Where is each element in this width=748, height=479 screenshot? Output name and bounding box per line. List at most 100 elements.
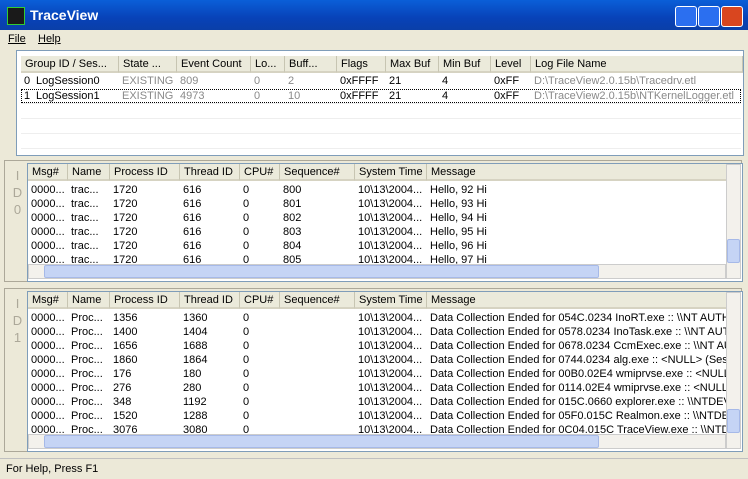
column-header[interactable]: Sequence# xyxy=(280,292,355,309)
cell: Hello, 95 Hi xyxy=(430,226,487,238)
column-header[interactable]: Process ID xyxy=(110,292,180,309)
cell: 1860 xyxy=(113,354,138,366)
row[interactable] xyxy=(21,89,741,103)
cell: 802 xyxy=(283,212,302,224)
cell: 348 xyxy=(113,396,132,408)
cell: 800 xyxy=(283,184,302,196)
status-bar: For Help, Press F1 xyxy=(0,458,748,479)
cell: 10\13\2004... xyxy=(358,354,423,366)
column-header[interactable]: Message xyxy=(427,292,728,309)
cell: 0000... xyxy=(31,382,65,394)
cell: 21 xyxy=(389,90,402,102)
cell: Data Collection Ended for 0114.02E4 wmip… xyxy=(430,382,731,394)
minimize-button[interactable] xyxy=(675,6,697,27)
cell: Proc... xyxy=(71,382,103,394)
close-button[interactable] xyxy=(721,6,743,27)
cell: LogSession0 xyxy=(36,75,100,87)
cell: 280 xyxy=(183,382,202,394)
maximize-button[interactable] xyxy=(698,6,720,27)
cell: 0 xyxy=(254,75,261,87)
column-header[interactable]: Name xyxy=(68,164,110,181)
column-header[interactable]: Group ID / Ses... xyxy=(21,56,119,73)
column-header[interactable]: Sequence# xyxy=(280,164,355,181)
column-header[interactable]: System Time xyxy=(355,164,427,181)
cell: EXISTING xyxy=(122,90,174,102)
cell: 10\13\2004... xyxy=(358,424,423,436)
cell: 10\13\2004... xyxy=(358,240,423,252)
cell: trac... xyxy=(71,198,99,210)
cell: 0000... xyxy=(31,326,65,338)
cell: 10\13\2004... xyxy=(358,382,423,394)
cell: 0 xyxy=(243,424,250,436)
column-header[interactable]: Log File Name xyxy=(531,56,743,73)
column-header[interactable]: Msg# xyxy=(28,164,68,181)
v-scroll-thumb[interactable] xyxy=(727,409,740,433)
cell: 1656 xyxy=(113,340,138,352)
cell: 1404 xyxy=(183,326,208,338)
cell: Proc... xyxy=(71,340,103,352)
cell: trac... xyxy=(71,226,99,238)
cell: Proc... xyxy=(71,410,103,422)
column-header[interactable]: CPU# xyxy=(240,292,280,309)
cell: 1356 xyxy=(113,312,138,324)
panel-id-label: ID1 xyxy=(10,296,25,347)
column-header[interactable]: Buff... xyxy=(285,56,337,73)
column-header[interactable]: Thread ID xyxy=(180,164,240,181)
cell: Hello, 93 Hi xyxy=(430,198,487,210)
cell: 10\13\2004... xyxy=(358,184,423,196)
column-header[interactable]: Name xyxy=(68,292,110,309)
column-header[interactable]: Msg# xyxy=(28,292,68,309)
menu-item[interactable]: Help xyxy=(38,33,61,45)
cell: 0000... xyxy=(31,424,65,436)
cell: 803 xyxy=(283,226,302,238)
app-icon xyxy=(7,7,25,25)
cell: Proc... xyxy=(71,368,103,380)
column-header[interactable]: Level xyxy=(491,56,531,73)
panel-id-label: ID0 xyxy=(10,168,25,219)
title-bar xyxy=(0,0,748,30)
column-header[interactable]: Thread ID xyxy=(180,292,240,309)
column-header[interactable]: Message xyxy=(427,164,728,181)
cell: 4 xyxy=(442,90,449,102)
cell: D:\TraceView2.0.15b\NTKernelLogger.etl xyxy=(534,90,734,102)
cell: 10 xyxy=(288,90,301,102)
column-header[interactable]: Event Count xyxy=(177,56,251,73)
h-scroll-thumb[interactable] xyxy=(44,435,599,448)
column-header[interactable]: Process ID xyxy=(110,164,180,181)
cell: 1720 xyxy=(113,212,138,224)
column-header[interactable]: Lo... xyxy=(251,56,285,73)
cell: 616 xyxy=(183,184,202,196)
column-header[interactable]: Max Buf xyxy=(386,56,439,73)
menu-item[interactable]: File xyxy=(8,33,26,45)
cell: 10\13\2004... xyxy=(358,212,423,224)
cell: 10\13\2004... xyxy=(358,312,423,324)
cell: 10\13\2004... xyxy=(358,368,423,380)
cell: 1720 xyxy=(113,184,138,196)
column-header[interactable]: System Time xyxy=(355,292,427,309)
sessions-list: Group ID / Ses... State ... Event Count Lo.… xyxy=(16,50,744,156)
column-header[interactable]: Flags xyxy=(337,56,386,73)
column-header[interactable]: Min Buf xyxy=(439,56,491,73)
column-header[interactable]: CPU# xyxy=(240,164,280,181)
cell: 10\13\2004... xyxy=(358,326,423,338)
cell: 616 xyxy=(183,198,202,210)
cell: 1720 xyxy=(113,254,138,266)
h-scroll-thumb[interactable] xyxy=(44,265,599,278)
cell: 180 xyxy=(183,368,202,380)
column-header[interactable]: State ... xyxy=(119,56,177,73)
menu-bar: File Help xyxy=(0,30,748,48)
cell: trac... xyxy=(71,212,99,224)
cell: 805 xyxy=(283,254,302,266)
cell: 21 xyxy=(389,75,402,87)
cell: 1400 xyxy=(113,326,138,338)
cell: Hello, 94 Hi xyxy=(430,212,487,224)
cell: EXISTING xyxy=(122,75,174,87)
cell: Data Collection Ended for 015C.0660 expl… xyxy=(430,396,731,408)
cell: 1720 xyxy=(113,198,138,210)
cell: 0 xyxy=(243,382,250,394)
cell: Data Collection Ended for 0C04.015C Trac… xyxy=(430,424,733,436)
cell: 0000... xyxy=(31,410,65,422)
cell: 0 xyxy=(243,326,250,338)
grid-line xyxy=(21,103,741,104)
v-scroll-thumb[interactable] xyxy=(727,239,740,263)
